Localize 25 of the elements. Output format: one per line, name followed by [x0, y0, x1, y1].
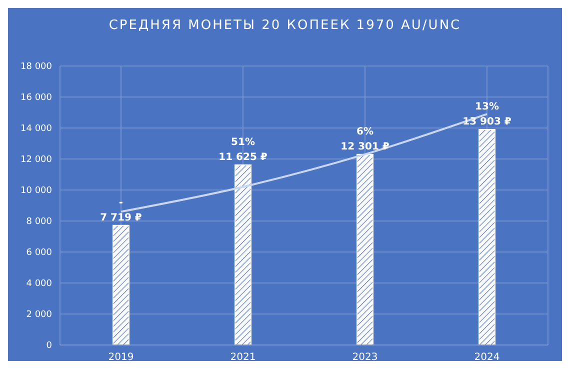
y-tick-label: 14 000	[20, 124, 52, 134]
x-tick-label: 2021	[230, 352, 256, 364]
bar	[356, 154, 374, 345]
y-tick-label: 16 000	[20, 93, 52, 104]
y-tick-label: 12 000	[20, 155, 52, 166]
x-tick-label: 2023	[352, 352, 378, 364]
data-label: 11 625 ₽	[218, 152, 268, 163]
y-tick-label: 6 000	[26, 248, 52, 258]
annotation: -	[118, 197, 124, 208]
bar	[112, 224, 130, 345]
x-tick-label: 2019	[108, 352, 134, 364]
y-tick-label: 10 000	[20, 186, 52, 196]
data-label: 7 719 ₽	[100, 212, 142, 224]
y-tick-label: 4 000	[26, 279, 52, 290]
bar	[234, 164, 252, 345]
x-tick-label: 2024	[474, 352, 500, 364]
chart-title: СРЕДНЯЯ МОНЕТЫ 20 КОПЕЕК 1970 AU/UNC	[108, 17, 462, 35]
annotation: 51%	[231, 136, 255, 148]
bar	[478, 129, 496, 345]
annotation: 13%	[475, 102, 499, 113]
y-tick-label: 18 000	[20, 62, 52, 72]
y-tick-label: 8 000	[26, 217, 52, 228]
y-tick-label: 0	[46, 341, 52, 352]
y-tick-label: 2 000	[26, 310, 52, 320]
annotation: 6%	[356, 126, 374, 138]
